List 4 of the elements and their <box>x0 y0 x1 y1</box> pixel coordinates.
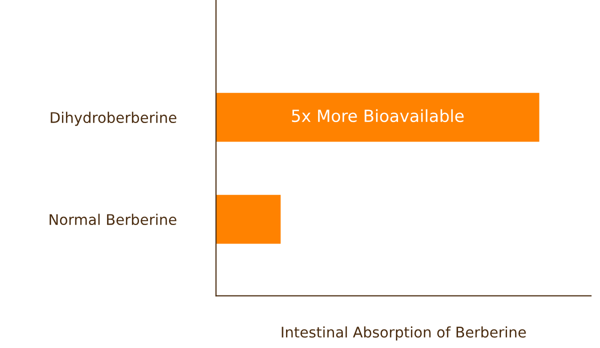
y-tick-label: Dihydroberberine <box>50 112 176 126</box>
annotation: 5x More Bioavailable <box>292 109 464 122</box>
x-axis-title: Intestinal Absorption of Berberine <box>282 326 526 340</box>
y-tick-label: Normal Berberine <box>50 214 176 226</box>
